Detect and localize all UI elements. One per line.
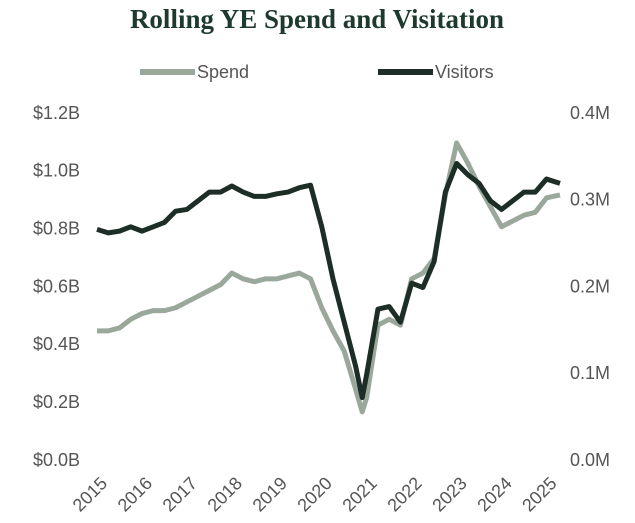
x-tick-label: 2021 <box>338 473 380 515</box>
series-line <box>97 140 561 415</box>
x-tick-label: 2022 <box>383 473 425 515</box>
x-tick-label: 2017 <box>159 473 201 515</box>
legend-label: Spend <box>197 62 249 82</box>
x-tick-label: 2019 <box>249 473 291 515</box>
x-tick-label: 2024 <box>473 473 515 515</box>
legend-label: Visitors <box>435 62 494 82</box>
y2-tick-label: 0.1M <box>570 363 610 383</box>
y2-tick-label: 0.4M <box>570 103 610 123</box>
x-tick-label: 2016 <box>114 473 156 515</box>
x-tick-label: 2020 <box>293 473 335 515</box>
y2-tick-label: 0.3M <box>570 190 610 210</box>
y-tick-label: $0.6B <box>33 276 80 296</box>
x-tick-label: 2018 <box>204 473 246 515</box>
series-line <box>96 160 561 401</box>
x-tick-label: 2025 <box>518 473 560 515</box>
y2-tick-label: 0.0M <box>570 450 610 470</box>
y-tick-label: $1.0B <box>33 161 80 181</box>
y2-tick-label: 0.2M <box>570 276 610 296</box>
y-tick-label: $0.2B <box>33 392 80 412</box>
chart-title: Rolling YE Spend and Visitation <box>130 4 504 34</box>
y-tick-label: $0.8B <box>33 218 80 238</box>
y-tick-label: $0.4B <box>33 334 80 354</box>
y-tick-label: $0.0B <box>33 450 80 470</box>
y-tick-label: $1.2B <box>33 103 80 123</box>
x-tick-label: 2015 <box>69 473 111 515</box>
x-tick-label: 2023 <box>428 473 470 515</box>
